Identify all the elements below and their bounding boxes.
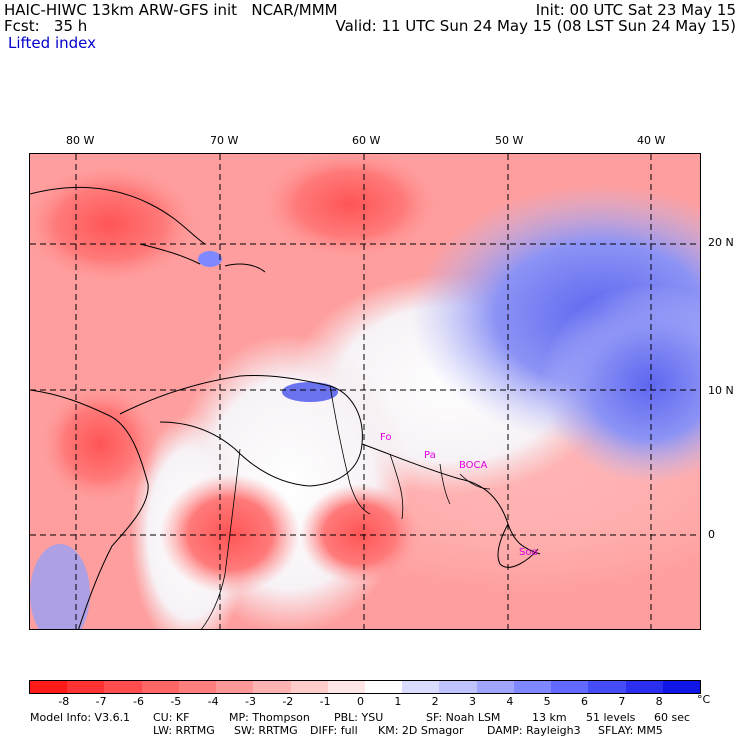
lat-label-20n: 20 N — [708, 236, 734, 249]
lat-label-10n: 10 N — [708, 384, 734, 397]
field-name: Lifted index — [8, 34, 96, 52]
station-label: Fo — [380, 432, 392, 443]
lon-label-80w: 80 W — [66, 134, 95, 147]
colorbar-tick-label: 4 — [506, 695, 514, 708]
colorbar-swatch — [253, 681, 291, 693]
colorbar-tick-label: -5 — [170, 695, 182, 708]
map-shading — [300, 484, 420, 584]
station-label: BOCA — [459, 460, 488, 471]
station-label: Soa — [519, 547, 538, 558]
colorbar-swatch — [216, 681, 254, 693]
colorbar-swatch — [104, 681, 142, 693]
lat-label-0: 0 — [708, 528, 715, 541]
lon-label-40w: 40 W — [637, 134, 666, 147]
footer-diff: DIFF: full — [310, 724, 358, 737]
colorbar-swatch — [662, 681, 700, 693]
colorbar-tick-label: -3 — [245, 695, 256, 708]
footer-mp: MP: Thompson — [229, 711, 310, 724]
footer-model-info: Model Info: V3.6.1 — [30, 711, 131, 724]
lat-lon-grid — [30, 154, 700, 629]
colorbar-tick-label: 8 — [655, 695, 663, 708]
footer-resolution: 13 km — [532, 711, 567, 724]
lon-label-70w: 70 W — [210, 134, 239, 147]
colorbar-swatch — [67, 681, 105, 693]
map-shading — [30, 164, 200, 284]
colorbar-unit: °C — [697, 693, 711, 706]
colorbar-swatch — [290, 681, 328, 693]
colorbar-swatch — [588, 681, 626, 693]
colorbar-tick-label: -4 — [207, 695, 219, 708]
colorbar-swatch — [141, 681, 179, 693]
footer-km: KM: 2D Smagor — [378, 724, 464, 737]
colorbar-swatch — [513, 681, 552, 693]
map-shading — [40, 384, 160, 504]
colorbar-swatch — [476, 681, 514, 693]
colorbar-tick-label: 6 — [581, 695, 588, 708]
forecast-hour: Fcst: 35 h — [4, 17, 88, 35]
map-shading — [540, 284, 700, 484]
map-shading — [198, 251, 222, 267]
footer-sw: SW: RRTMG — [234, 724, 298, 737]
footer-sflay: SFLAY: MM5 — [598, 724, 663, 737]
lifted-index-map: Fo Pa BOCA Soa — [29, 153, 701, 630]
colorbar-tick-label: 0 — [357, 695, 364, 708]
colorbar-tick-label: -7 — [95, 695, 107, 708]
colorbar-tick-label: 7 — [618, 695, 626, 708]
coastlines — [30, 186, 541, 629]
colorbar-tick-label: 3 — [469, 695, 476, 708]
footer-cu: CU: KF — [153, 711, 190, 724]
init-time: Init: 00 UTC Sat 23 May 15 — [535, 1, 736, 19]
footer-timestep: 60 sec — [654, 711, 691, 724]
station-label: Pa — [424, 450, 436, 461]
colorbar-tick-label: -2 — [282, 695, 294, 708]
valid-time: Valid: 11 UTC Sun 24 May 15 (08 LST Sun … — [335, 17, 736, 35]
footer-damp: DAMP: Rayleigh3 — [487, 724, 581, 737]
colorbar-tick-label: 1 — [394, 695, 402, 708]
colorbar — [29, 680, 701, 694]
colorbar-tick-label: 5 — [543, 695, 551, 708]
colorbar-swatch — [178, 681, 217, 693]
colorbar-swatch — [364, 681, 403, 693]
colorbar-swatch — [327, 681, 365, 693]
footer-sf: SF: Noah LSM — [426, 711, 501, 724]
colorbar-tick-label: -8 — [58, 695, 70, 708]
colorbar-swatch — [439, 681, 477, 693]
footer-lw: LW: RRTMG — [153, 724, 215, 737]
colorbar-swatch — [30, 681, 68, 693]
map-shading — [30, 544, 90, 629]
colorbar-tick-label: 2 — [431, 695, 439, 708]
footer-pbl: PBL: YSU — [334, 711, 384, 724]
country-borders — [201, 385, 491, 629]
lon-label-50w: 50 W — [495, 134, 524, 147]
lon-label-60w: 60 W — [352, 134, 381, 147]
colorbar-tick-label: -1 — [319, 695, 331, 708]
colorbar-swatch — [402, 681, 440, 693]
colorbar-swatch — [625, 681, 663, 693]
colorbar-swatch — [551, 681, 589, 693]
map-shading — [282, 382, 338, 402]
plot-title: HAIC-HIWC 13km ARW-GFS init NCAR/MMM — [4, 1, 338, 19]
footer-levels: 51 levels — [586, 711, 636, 724]
colorbar-tick-label: -6 — [133, 695, 144, 708]
map-shading — [260, 154, 440, 259]
